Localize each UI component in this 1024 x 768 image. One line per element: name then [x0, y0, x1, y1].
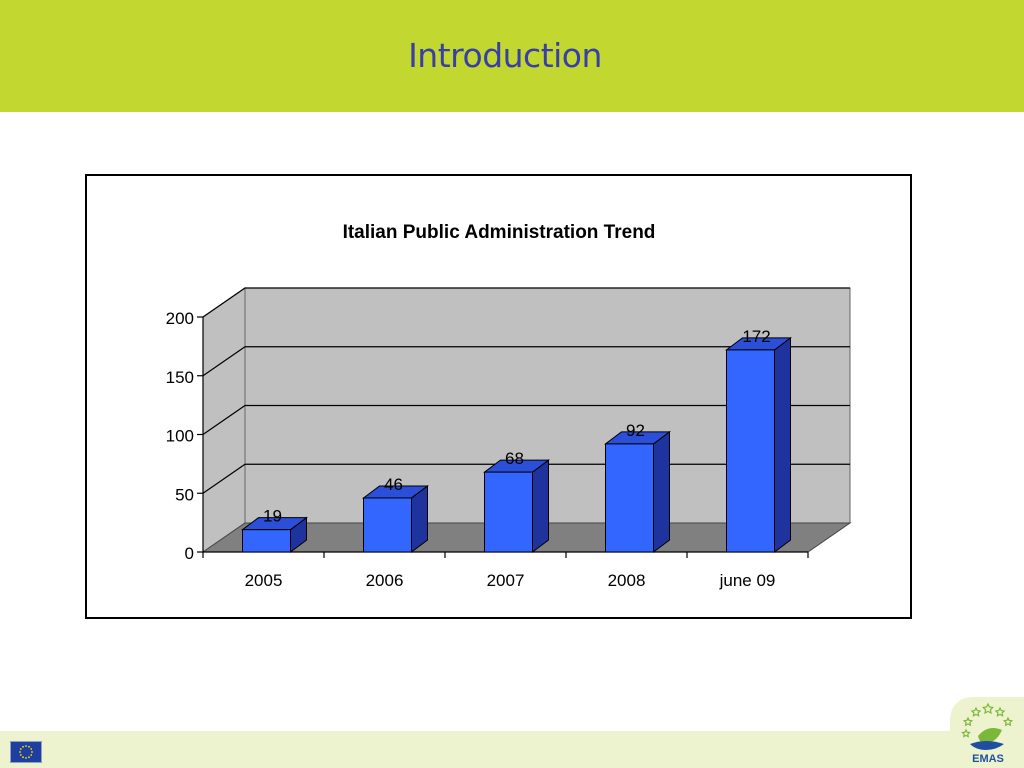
data-label: 46 — [384, 475, 403, 494]
chart-title: Italian Public Administration Trend — [343, 222, 656, 243]
bar-front — [605, 443, 654, 553]
y-tick-label: 200 — [166, 309, 194, 328]
footer-strip — [0, 731, 1024, 768]
bar — [483, 459, 550, 553]
x-tick-label: june 09 — [719, 571, 776, 590]
x-tick-label: 2007 — [487, 571, 525, 590]
bar-front — [242, 529, 291, 553]
y-tick-label: 50 — [175, 485, 194, 504]
gridline — [202, 404, 850, 435]
x-tick-label: 2005 — [245, 571, 283, 590]
x-tick-label: 2006 — [366, 571, 404, 590]
bar — [362, 484, 429, 553]
emas-logo-text: EMAS — [972, 753, 1004, 765]
data-label: 68 — [505, 449, 524, 468]
bar-front — [363, 497, 412, 553]
bar-front — [726, 349, 775, 553]
slide-header: Introduction — [0, 0, 1024, 112]
bar-chart: Italian Public Administration Trend 0 50 10… — [166, 222, 852, 590]
data-label: 92 — [626, 421, 645, 440]
chart-frame: Italian Public Administration Trend 0 50 10… — [85, 174, 912, 619]
gridline — [202, 287, 850, 318]
bar-front — [484, 471, 533, 553]
y-tick-label: 0 — [185, 544, 194, 563]
bar-side — [532, 459, 549, 553]
gridline — [202, 346, 850, 377]
bar — [604, 430, 671, 553]
data-label: 172 — [742, 327, 770, 346]
eu-flag-icon — [10, 741, 42, 763]
data-label: 19 — [263, 507, 282, 526]
bar-side — [653, 430, 670, 553]
emas-logo: EMAS — [961, 702, 1014, 765]
bar — [241, 516, 308, 553]
x-tick-label: 2008 — [608, 571, 646, 590]
bar-side — [774, 336, 791, 553]
y-tick-label: 100 — [166, 427, 194, 446]
y-tick-label: 150 — [166, 368, 194, 387]
bar — [725, 336, 792, 553]
slide-title: Introduction — [408, 36, 602, 75]
